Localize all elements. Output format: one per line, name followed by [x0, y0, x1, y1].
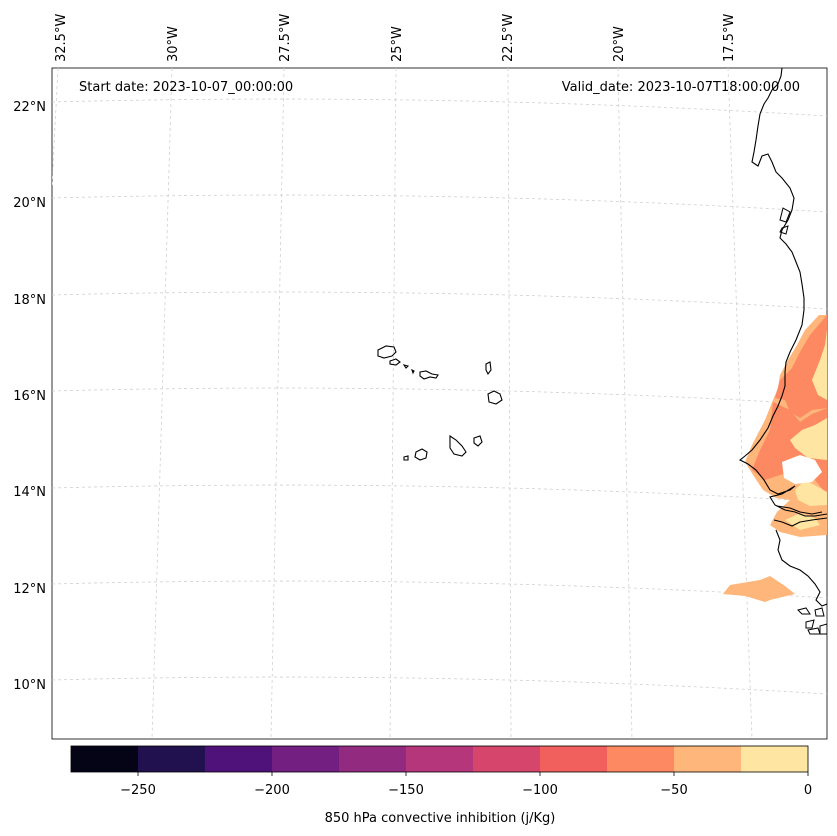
- colorbar: [70, 745, 809, 776]
- colorbar-segment: [272, 746, 340, 772]
- start-date-label: Start date: 2023-10-07_00:00:00: [79, 80, 293, 95]
- lat-label-10n: 10°N: [13, 678, 46, 693]
- colorbar-tick-minus-250: −250: [120, 783, 156, 798]
- lat-label-14n: 14°N: [13, 485, 46, 500]
- map-frame: [51, 67, 828, 740]
- lat-label-20n: 20°N: [13, 196, 46, 211]
- colorbar-segment: [540, 746, 608, 772]
- cin-region-core: [812, 330, 827, 400]
- colorbar-segment: [674, 746, 742, 772]
- colorbar-tick-0: 0: [804, 783, 812, 798]
- island-maio: [473, 435, 483, 447]
- lat-label-12n: 12°N: [13, 582, 46, 597]
- colorbar-segment: [71, 746, 139, 772]
- island-santo-antao: [377, 345, 397, 359]
- latitude-labels: 22°N 20°N 18°N 16°N 14°N 12°N 10°N: [13, 100, 46, 693]
- lon-label-17-5w: 17.5°W: [722, 14, 737, 62]
- cin-hole: [782, 455, 822, 484]
- island-fogo: [414, 448, 428, 461]
- colorbar-segment: [406, 746, 474, 772]
- colorbar-tick-minus-100: −100: [522, 783, 558, 798]
- african-coastline: [738, 68, 827, 517]
- lon-label-22-5w: 22.5°W: [501, 14, 516, 62]
- lat-label-18n: 18°N: [13, 293, 46, 308]
- lon-label-32-5w: 32.5°W: [54, 14, 69, 62]
- colorbar-ticks: −250 −200 −150 −100 −50 0: [120, 783, 812, 798]
- guinea-bissau-coast: [775, 529, 827, 607]
- gambia-south-coast: [773, 517, 827, 527]
- island-santa-luzia: [402, 364, 410, 369]
- island-sal: [485, 361, 492, 376]
- island-brava: [403, 455, 409, 461]
- cin-region-core-2: [790, 418, 827, 460]
- lon-label-30w: 30°W: [166, 26, 181, 62]
- island-sao-vicente: [389, 358, 401, 366]
- colorbar-segment: [473, 746, 541, 772]
- lat-label-22n: 22°N: [13, 100, 46, 115]
- cape-verde-islands: [377, 345, 503, 461]
- colorbar-tick-minus-200: −200: [254, 783, 290, 798]
- gridlines: [52, 68, 827, 739]
- colorbar-segment: [138, 746, 206, 772]
- colorbar-segment: [607, 746, 675, 772]
- valid-date-label: Valid_date: 2023-10-07T18:00:00.00: [562, 80, 800, 95]
- colorbar-segment: [339, 746, 407, 772]
- colorbar-label: 850 hPa convective inhibition (j/Kg): [325, 811, 556, 826]
- longitude-labels: 32.5°W 30°W 27.5°W 25°W 22.5°W 20°W 17.5…: [54, 14, 737, 62]
- island-santiago: [449, 434, 467, 457]
- island-sao-nicolau: [411, 368, 439, 380]
- island-boa-vista: [487, 390, 503, 405]
- coast-dakar-detail: [779, 207, 791, 235]
- colorbar-segment: [741, 746, 809, 772]
- colorbar-segment: [205, 746, 273, 772]
- lon-label-20w: 20°W: [612, 26, 627, 62]
- cin-region-core-3: [795, 480, 827, 506]
- cin-shading: [723, 315, 827, 602]
- gambia-border: [776, 505, 823, 515]
- lat-label-16n: 16°N: [13, 389, 46, 404]
- coast-islands-south: [797, 607, 827, 635]
- colorbar-tick-minus-50: −50: [660, 783, 687, 798]
- lon-label-25w: 25°W: [390, 26, 405, 62]
- cin-region-mid: [775, 315, 827, 418]
- lon-label-27-5w: 27.5°W: [278, 14, 293, 62]
- cin-region-south: [723, 576, 795, 602]
- colorbar-frame: [70, 745, 809, 773]
- colorbar-tick-minus-150: −150: [388, 783, 424, 798]
